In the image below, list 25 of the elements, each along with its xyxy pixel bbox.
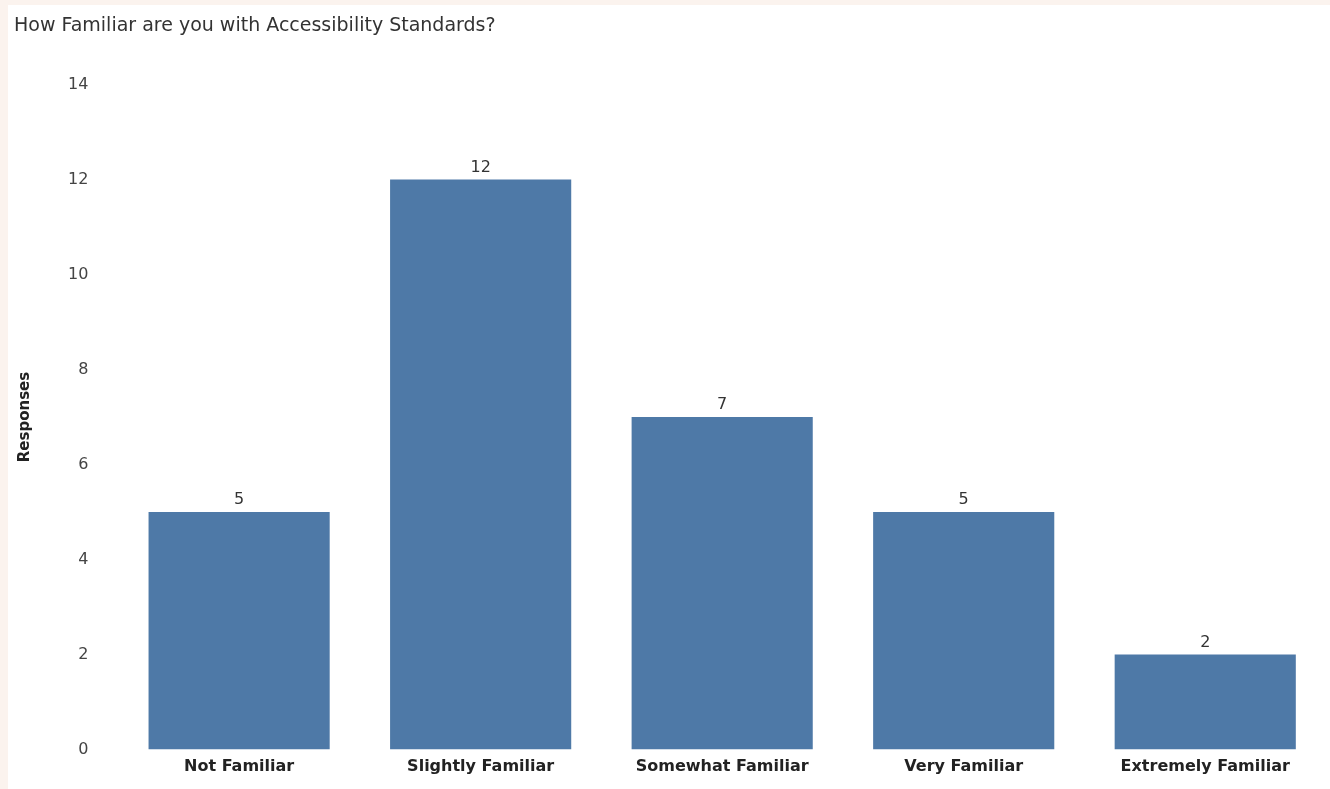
y-tick-label: 6 <box>78 453 89 473</box>
bar <box>1114 654 1296 750</box>
x-tick-label: Not Familiar <box>184 756 295 776</box>
y-tick-label: 2 <box>78 643 89 663</box>
data-label: 5 <box>234 489 245 509</box>
y-tick-label: 8 <box>78 358 89 378</box>
bar <box>390 179 572 750</box>
y-tick-label: 0 <box>78 738 89 758</box>
data-label: 2 <box>1200 631 1211 651</box>
bar <box>631 417 813 750</box>
y-tick-label: 4 <box>78 548 89 568</box>
data-label: 7 <box>717 394 728 414</box>
y-tick-label: 14 <box>68 73 89 93</box>
y-tick-label: 10 <box>68 263 89 283</box>
x-tick-label: Extremely Familiar <box>1120 756 1290 776</box>
x-tick-label: Very Familiar <box>904 756 1024 776</box>
data-label: 5 <box>958 489 969 509</box>
y-axis-title: Responses <box>14 371 33 463</box>
x-tick-label: Slightly Familiar <box>407 756 555 776</box>
x-tick-label: Somewhat Familiar <box>635 756 809 776</box>
y-tick-label: 12 <box>68 168 89 188</box>
data-label: 12 <box>470 156 491 176</box>
bar <box>873 511 1055 750</box>
chart-title: How Familiar are you with Accessibility Standards? <box>14 13 496 35</box>
bar <box>148 511 330 750</box>
